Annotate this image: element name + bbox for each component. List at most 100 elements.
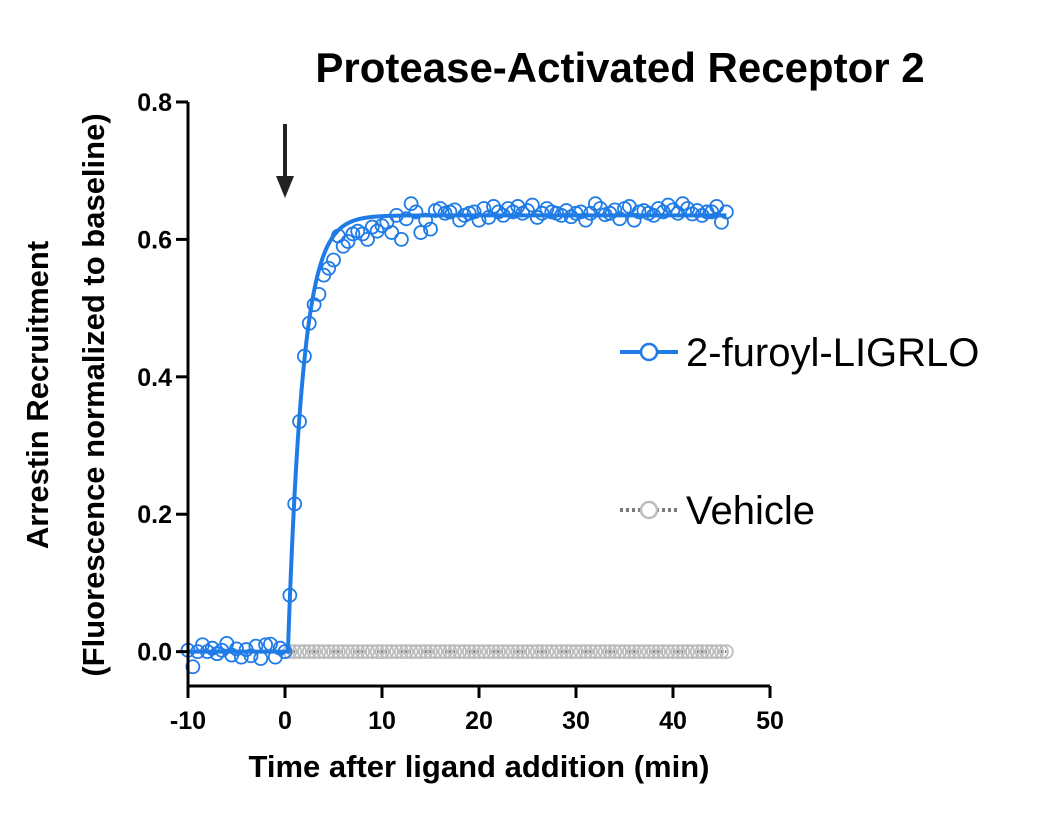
vehicle-point bbox=[447, 644, 463, 660]
vehicle-point bbox=[350, 644, 366, 660]
vehicle-point bbox=[360, 644, 375, 660]
vehicle-point bbox=[379, 644, 395, 660]
ligand-point bbox=[389, 207, 404, 223]
ligand-point bbox=[287, 496, 303, 512]
ligand-point bbox=[718, 204, 734, 220]
vehicle-point bbox=[539, 644, 555, 660]
ligand-point bbox=[452, 212, 468, 228]
ligand-point bbox=[340, 234, 356, 249]
vehicle-point bbox=[520, 644, 535, 660]
x-tick-label: 10 bbox=[368, 707, 396, 735]
x-tick-label: 0 bbox=[278, 707, 292, 735]
ligand-point bbox=[413, 225, 429, 240]
x-tick-label: -10 bbox=[170, 707, 206, 735]
legend-item-vehicle: Vehicle bbox=[620, 489, 815, 533]
ligand-point bbox=[277, 644, 293, 660]
x-tick-label: 40 bbox=[659, 707, 687, 735]
x-tick-label: 20 bbox=[465, 707, 493, 735]
vehicle-point bbox=[544, 644, 560, 660]
x-axis-label: Time after ligand addition (min) bbox=[248, 749, 709, 784]
ligand-point bbox=[529, 210, 545, 225]
vehicle-point bbox=[641, 644, 657, 660]
vehicle-point bbox=[316, 644, 332, 660]
ligand-point bbox=[588, 196, 603, 212]
y-tick-label: 0.2 bbox=[137, 501, 172, 529]
ligand-point bbox=[233, 649, 249, 665]
vehicle-point bbox=[481, 644, 497, 660]
vehicle-point bbox=[714, 644, 729, 660]
vehicle-point bbox=[588, 644, 603, 660]
ligand-point bbox=[292, 414, 307, 429]
vehicle-point bbox=[403, 644, 419, 660]
vehicle-point bbox=[301, 644, 317, 660]
ligand-point bbox=[524, 197, 540, 213]
ligand-point bbox=[573, 204, 589, 220]
legend-marker bbox=[639, 500, 659, 520]
y-axis-label-line2: (Fluorescence normalized to baseline) bbox=[76, 113, 111, 676]
vehicle-point bbox=[704, 644, 720, 660]
vehicle-point bbox=[563, 644, 579, 660]
vehicle-point bbox=[500, 644, 516, 660]
vehicle-point bbox=[427, 644, 443, 660]
vehicle-point bbox=[486, 644, 501, 660]
chart-title: Protease-Activated Receptor 2 bbox=[315, 44, 924, 91]
vehicle-point bbox=[699, 644, 715, 660]
legend: 2-furoyl-LIGRLO Vehicle bbox=[620, 331, 979, 533]
vehicle-point bbox=[398, 644, 414, 660]
vehicle-point bbox=[326, 644, 341, 660]
vehicle-point bbox=[461, 644, 477, 660]
ligand-point bbox=[263, 636, 278, 652]
ligand-point bbox=[185, 659, 201, 675]
vehicle-point bbox=[476, 644, 492, 660]
legend-marker bbox=[639, 342, 659, 362]
vehicle-point bbox=[442, 644, 458, 660]
vehicle-point bbox=[680, 644, 695, 660]
ligand-point bbox=[626, 212, 642, 228]
vehicle-point bbox=[583, 644, 598, 660]
vehicle-point bbox=[452, 644, 468, 660]
ligand-point bbox=[321, 260, 337, 276]
ligand-point bbox=[311, 286, 327, 302]
vehicle-point bbox=[529, 644, 545, 660]
ligand-point bbox=[466, 204, 482, 220]
vehicle-point bbox=[505, 644, 521, 660]
ligand-point bbox=[229, 641, 244, 657]
vehicle-point bbox=[694, 644, 710, 660]
y-ticks: 0.0 0.2 0.4 0.6 0.8 bbox=[137, 89, 188, 667]
ligand-point bbox=[403, 196, 419, 212]
vehicle-point bbox=[418, 644, 434, 660]
vehicle-point bbox=[631, 644, 647, 660]
vehicle-point bbox=[626, 644, 642, 660]
ligand-point bbox=[621, 199, 637, 214]
vehicle-point bbox=[423, 644, 438, 660]
vehicle-point bbox=[689, 644, 705, 660]
vehicle-point bbox=[471, 644, 487, 660]
ligand-point bbox=[282, 587, 298, 603]
y-axis-label-line1: Arrestin Recruitment bbox=[20, 241, 55, 549]
vehicle-point bbox=[296, 644, 312, 660]
vehicle-point bbox=[306, 644, 322, 660]
vehicle-point bbox=[592, 644, 608, 660]
vehicle-point bbox=[554, 644, 569, 660]
vehicle-point bbox=[617, 644, 632, 660]
ligand-point bbox=[360, 232, 375, 247]
ligand-point bbox=[660, 197, 676, 213]
vehicle-point bbox=[607, 644, 623, 660]
ligand-point bbox=[393, 232, 409, 247]
vehicle-point bbox=[292, 644, 307, 660]
vehicle-point bbox=[437, 644, 453, 660]
vehicle-point bbox=[685, 644, 700, 660]
ligand-point bbox=[364, 219, 380, 235]
x-ticks: -10 0 10 20 30 40 50 bbox=[170, 686, 784, 735]
ligand-point bbox=[432, 201, 448, 216]
vehicle-point bbox=[524, 644, 540, 660]
vehicle-point bbox=[384, 644, 400, 660]
vehicle-point bbox=[389, 644, 404, 660]
vehicle-point bbox=[660, 644, 676, 660]
vehicle-point bbox=[709, 644, 725, 660]
vehicle-point bbox=[602, 644, 618, 660]
vehicle-point bbox=[466, 644, 482, 660]
vehicle-point bbox=[345, 644, 361, 660]
vehicle-point bbox=[549, 644, 564, 660]
vehicle-point bbox=[330, 644, 346, 660]
